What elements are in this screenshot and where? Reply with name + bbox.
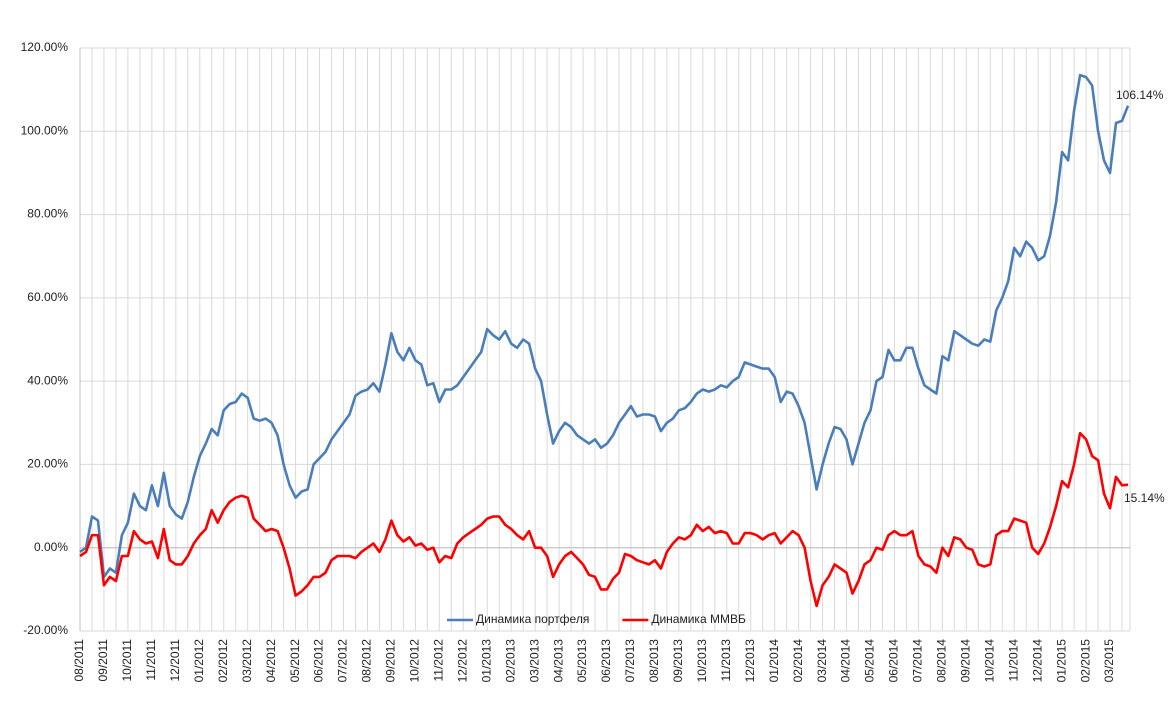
y-tick-label: 60.00% [27, 290, 68, 304]
x-tick-label: 05/2012 [288, 639, 302, 683]
x-tick-label: 05/2014 [863, 639, 877, 683]
end-label: 15.14% [1124, 491, 1165, 505]
x-tick-label: 02/2014 [791, 639, 805, 683]
x-tick-label: 11/2014 [1006, 639, 1020, 682]
x-tick-label: 04/2014 [839, 639, 853, 683]
x-tick-label: 11/2012 [431, 639, 445, 682]
legend-label: Динамика портфеля [476, 612, 589, 626]
y-tick-label: 40.00% [27, 373, 68, 387]
x-tick-label: 03/2014 [815, 639, 829, 683]
x-tick-label: 06/2014 [887, 639, 901, 683]
legend-label: Динамика ММВБ [651, 612, 746, 626]
x-tick-label: 12/2012 [455, 639, 469, 683]
x-tick-label: 01/2015 [1054, 639, 1068, 683]
x-tick-label: 02/2012 [216, 639, 230, 683]
x-tick-label: 12/2013 [743, 639, 757, 683]
end-label: 106.14% [1116, 88, 1164, 102]
x-tick-label: 07/2013 [623, 639, 637, 683]
y-tick-label: 20.00% [27, 457, 68, 471]
x-tick-label: 08/2011 [72, 639, 86, 682]
x-tick-label: 03/2013 [527, 639, 541, 683]
x-tick-label: 08/2013 [647, 639, 661, 683]
x-tick-label: 08/2014 [935, 639, 949, 683]
x-tick-label: 09/2012 [384, 639, 398, 683]
x-tick-label: 04/2013 [551, 639, 565, 683]
x-tick-label: 12/2011 [168, 639, 182, 682]
y-tick-label: 0.00% [34, 540, 68, 554]
x-tick-label: 03/2015 [1102, 639, 1116, 683]
x-tick-label: 08/2012 [360, 639, 374, 683]
x-tick-label: 04/2012 [264, 639, 278, 683]
x-tick-label: 06/2012 [312, 639, 326, 683]
x-tick-label: 05/2013 [575, 639, 589, 683]
x-tick-label: 07/2012 [336, 639, 350, 683]
x-tick-label: 11/2013 [719, 639, 733, 682]
x-tick-label: 03/2012 [240, 639, 254, 683]
x-tick-label: 09/2013 [671, 639, 685, 683]
x-tick-label: 12/2014 [1030, 639, 1044, 683]
series-line [79, 73, 1130, 579]
x-tick-label: 01/2013 [479, 639, 493, 683]
x-tick-label: 01/2012 [192, 639, 206, 683]
y-tick-label: 120.00% [21, 40, 69, 54]
x-tick-label: 02/2015 [1078, 639, 1092, 683]
x-tick-label: 09/2014 [958, 639, 972, 683]
x-tick-label: 06/2013 [599, 639, 613, 683]
x-tick-label: 07/2014 [911, 639, 925, 683]
x-tick-label: 02/2013 [503, 639, 517, 683]
y-tick-label: -20.00% [23, 623, 68, 637]
x-tick-label: 10/2011 [120, 639, 134, 682]
x-tick-label: 09/2011 [96, 639, 110, 682]
x-tick-label: 10/2012 [408, 639, 422, 683]
x-tick-label: 10/2014 [982, 639, 996, 683]
x-tick-label: 11/2011 [144, 639, 158, 681]
x-tick-label: 10/2013 [695, 639, 709, 683]
x-tick-label: 01/2014 [767, 639, 781, 683]
series-line [79, 431, 1129, 608]
y-tick-label: 80.00% [27, 207, 68, 221]
y-tick-label: 100.00% [21, 123, 69, 137]
